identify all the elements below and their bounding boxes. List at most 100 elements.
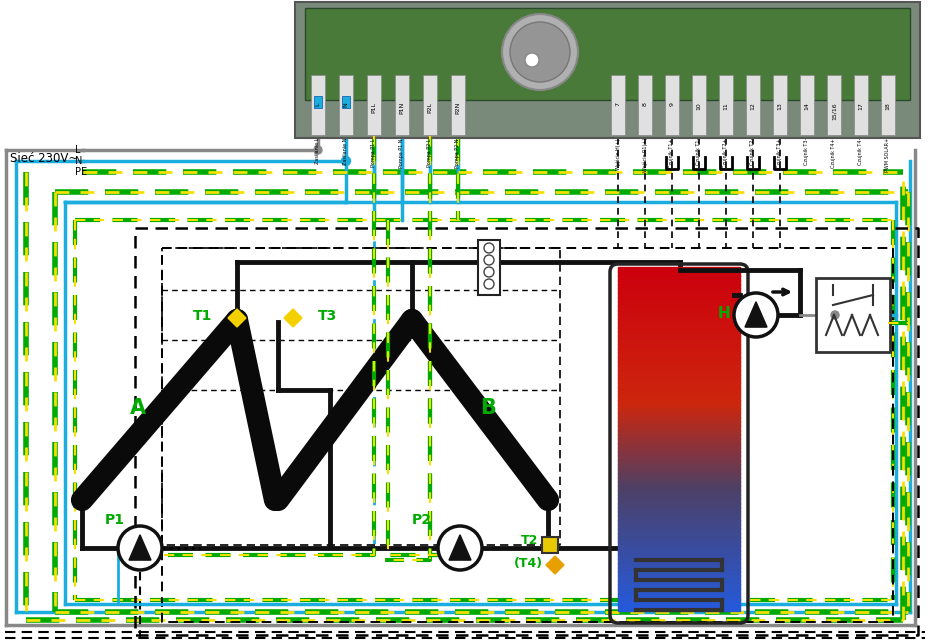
Bar bbox=[799, 75, 813, 135]
Circle shape bbox=[509, 22, 570, 82]
Text: 15/16: 15/16 bbox=[831, 102, 835, 120]
Circle shape bbox=[501, 14, 577, 90]
Bar bbox=[617, 502, 740, 508]
Bar bbox=[617, 571, 740, 576]
Bar bbox=[311, 75, 325, 135]
Bar bbox=[617, 413, 740, 418]
Bar bbox=[617, 507, 740, 512]
Bar bbox=[617, 575, 740, 581]
Bar bbox=[617, 425, 740, 431]
Text: Czujnik T3+: Czujnik T3+ bbox=[777, 138, 781, 167]
Bar bbox=[617, 348, 740, 354]
Bar bbox=[617, 336, 740, 341]
Bar bbox=[772, 75, 786, 135]
Bar bbox=[617, 494, 740, 499]
Text: Pompa P1 N: Pompa P1 N bbox=[399, 138, 404, 167]
Text: P1L: P1L bbox=[371, 102, 376, 113]
Circle shape bbox=[118, 526, 161, 570]
Bar bbox=[617, 421, 740, 426]
Bar bbox=[617, 597, 740, 602]
Bar bbox=[617, 267, 740, 272]
Bar bbox=[478, 240, 499, 295]
Bar bbox=[617, 271, 740, 276]
Bar bbox=[617, 468, 740, 473]
Bar bbox=[617, 305, 740, 310]
Text: Wejście R1(+): Wejście R1(+) bbox=[641, 138, 647, 173]
Polygon shape bbox=[744, 302, 767, 327]
Bar bbox=[617, 563, 740, 568]
Bar bbox=[617, 477, 740, 482]
Bar bbox=[617, 545, 740, 551]
Text: Czujnik T1-: Czujnik T1- bbox=[696, 138, 701, 166]
Text: T1: T1 bbox=[192, 309, 212, 323]
Circle shape bbox=[314, 146, 322, 154]
Bar bbox=[617, 592, 740, 598]
Bar bbox=[617, 481, 740, 486]
Text: P1N: P1N bbox=[399, 102, 404, 114]
Bar bbox=[617, 279, 740, 285]
Bar bbox=[617, 520, 740, 525]
Bar bbox=[617, 584, 740, 589]
Circle shape bbox=[342, 156, 350, 166]
Bar bbox=[617, 391, 740, 396]
Bar bbox=[617, 404, 740, 409]
Bar bbox=[617, 498, 740, 504]
Circle shape bbox=[483, 279, 494, 289]
Bar bbox=[664, 75, 678, 135]
Bar bbox=[617, 318, 740, 323]
Text: Pompa P2 N: Pompa P2 N bbox=[455, 138, 460, 167]
Bar bbox=[617, 339, 740, 345]
Bar bbox=[617, 455, 740, 460]
Text: 12: 12 bbox=[750, 102, 754, 110]
Bar bbox=[617, 533, 740, 538]
Text: A: A bbox=[130, 398, 146, 418]
Text: Czujnik T2+: Czujnik T2+ bbox=[723, 138, 728, 167]
Text: N: N bbox=[75, 156, 83, 166]
Text: Czujnik T4+: Czujnik T4+ bbox=[831, 138, 835, 167]
Bar bbox=[617, 550, 740, 555]
Bar bbox=[422, 75, 436, 135]
Text: 8: 8 bbox=[642, 102, 647, 106]
Bar bbox=[617, 331, 740, 336]
Text: L: L bbox=[316, 102, 320, 106]
Bar bbox=[617, 588, 740, 594]
Bar bbox=[853, 75, 867, 135]
Text: Sieć 230V~: Sieć 230V~ bbox=[10, 151, 78, 164]
Bar bbox=[617, 558, 740, 564]
Bar bbox=[617, 301, 740, 307]
Text: 11: 11 bbox=[723, 102, 728, 109]
Bar bbox=[617, 352, 740, 358]
Bar bbox=[450, 75, 465, 135]
Bar bbox=[617, 275, 740, 281]
Bar bbox=[617, 605, 740, 611]
Bar bbox=[617, 580, 740, 585]
Text: 14: 14 bbox=[804, 102, 808, 110]
Text: P2N: P2N bbox=[455, 102, 460, 115]
Bar bbox=[617, 387, 740, 392]
Bar bbox=[295, 2, 919, 138]
Bar bbox=[617, 451, 740, 457]
Polygon shape bbox=[227, 309, 246, 327]
Text: 7: 7 bbox=[615, 102, 620, 106]
Text: PWM SOLAR+: PWM SOLAR+ bbox=[884, 138, 890, 172]
Text: PE: PE bbox=[75, 167, 87, 177]
Circle shape bbox=[483, 267, 494, 277]
Bar bbox=[617, 408, 740, 413]
Bar bbox=[617, 515, 740, 521]
Bar bbox=[617, 378, 740, 383]
Text: Zasilanie L: Zasilanie L bbox=[316, 138, 320, 164]
FancyBboxPatch shape bbox=[815, 278, 889, 352]
Bar bbox=[691, 75, 705, 135]
Circle shape bbox=[831, 311, 838, 319]
Bar bbox=[541, 537, 558, 553]
Bar bbox=[638, 75, 651, 135]
Bar bbox=[880, 75, 894, 135]
Text: 10: 10 bbox=[696, 102, 701, 109]
Text: 13: 13 bbox=[777, 102, 781, 110]
Bar bbox=[617, 370, 740, 375]
Text: Zasilanie N: Zasilanie N bbox=[343, 138, 348, 166]
Bar bbox=[367, 75, 380, 135]
Text: Pompa P1 L: Pompa P1 L bbox=[371, 138, 376, 167]
Bar bbox=[342, 96, 350, 108]
Text: N: N bbox=[343, 102, 348, 107]
